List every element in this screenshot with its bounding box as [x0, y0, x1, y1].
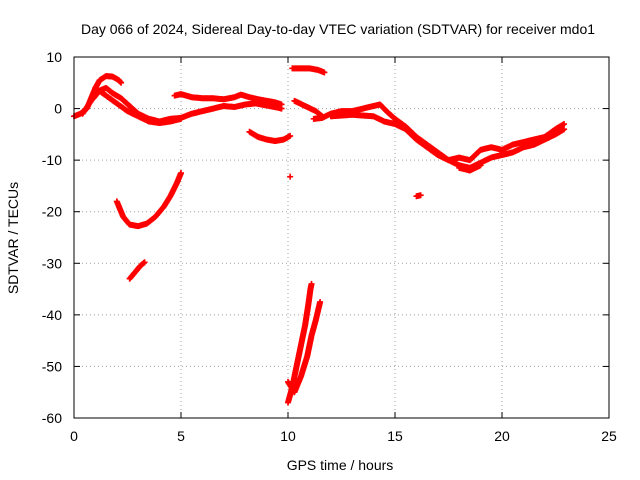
- x-tick-label: 0: [70, 428, 78, 444]
- y-tick-label: 10: [46, 49, 62, 65]
- x-tick-label: 20: [494, 428, 510, 444]
- y-axis-label: SDTVAR / TECUs: [5, 182, 21, 294]
- data-point: [287, 173, 294, 180]
- data-point: [118, 79, 125, 86]
- x-tick-labels: 0 5 10 15 20 25: [70, 428, 617, 444]
- data-point: [561, 121, 568, 128]
- y-tick-label: -10: [42, 152, 62, 168]
- y-tick-label: 0: [54, 101, 62, 117]
- data-point: [308, 280, 315, 287]
- x-tick-label: 15: [387, 428, 403, 444]
- y-tick-label: -20: [42, 204, 62, 220]
- data-point: [477, 162, 484, 169]
- chart-title: Day 066 of 2024, Sidereal Day-to-day VTE…: [81, 21, 595, 37]
- data-points: [71, 65, 568, 406]
- x-tick-label: 25: [601, 428, 617, 444]
- data-point: [561, 126, 568, 133]
- y-tick-label: -40: [42, 307, 62, 323]
- x-axis-label: GPS time / hours: [287, 457, 394, 473]
- plot-frame: [73, 56, 610, 419]
- data-point: [178, 115, 184, 122]
- y-tick-label: -60: [42, 410, 62, 426]
- data-point: [141, 259, 148, 266]
- y-tick-labels: 10 0 -10 -20 -30 -40 -50 -60: [42, 49, 62, 426]
- x-tick-label: 10: [280, 428, 296, 444]
- data-point: [317, 298, 324, 305]
- data-point: [178, 170, 184, 177]
- data-point: [417, 192, 424, 199]
- x-tick-label: 5: [177, 428, 185, 444]
- y-tick-label: -30: [42, 255, 62, 271]
- data-point: [321, 69, 328, 76]
- y-tick-label: -50: [42, 358, 62, 374]
- data-point: [287, 132, 294, 139]
- data-point: [278, 101, 285, 108]
